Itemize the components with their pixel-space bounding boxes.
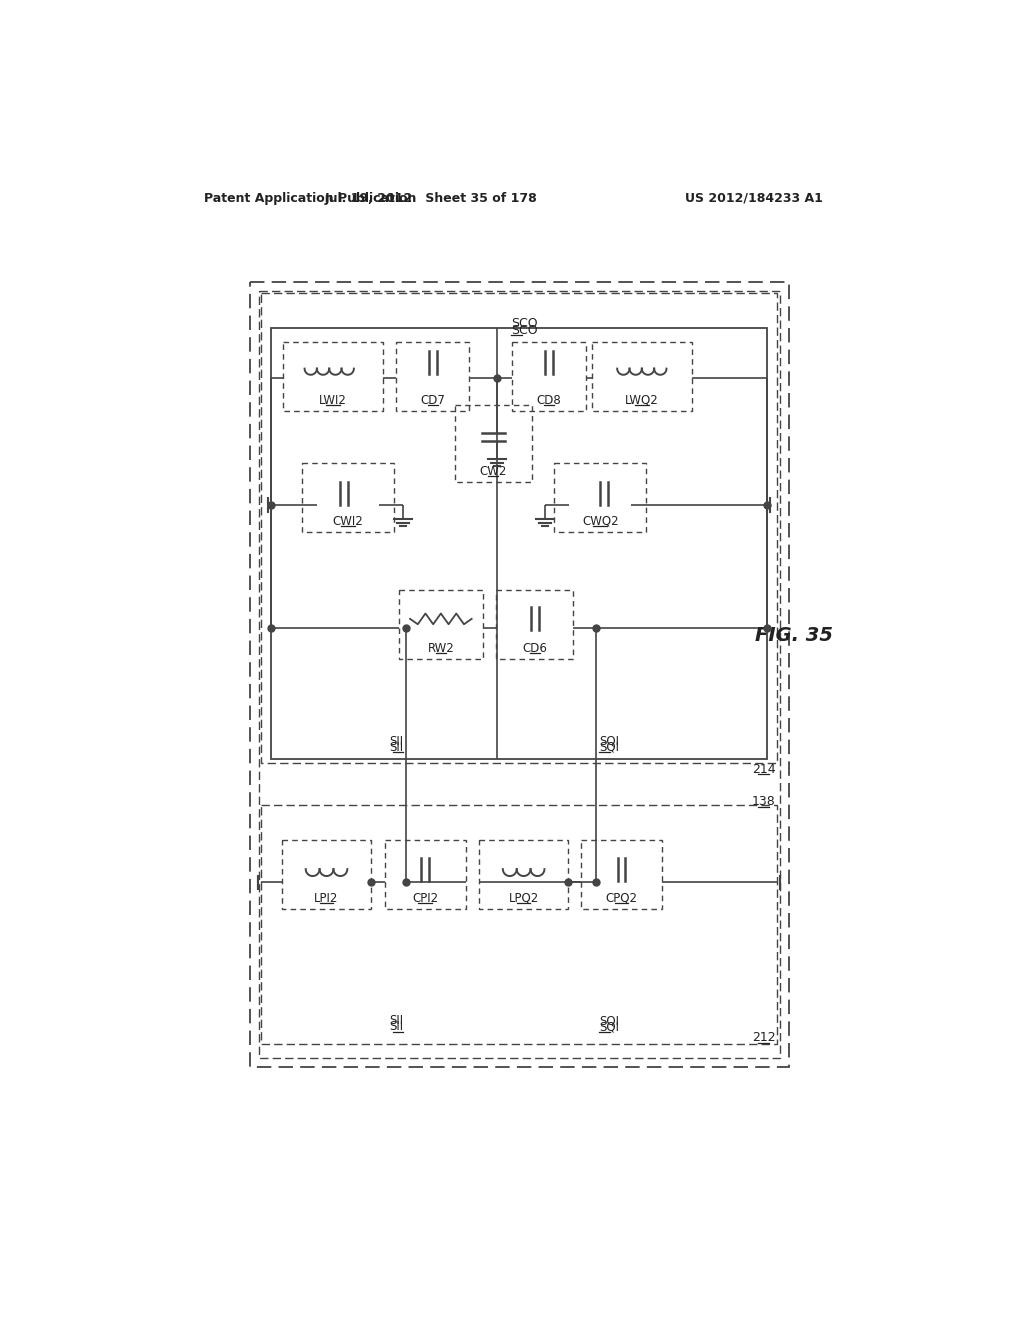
Text: CD8: CD8 <box>537 393 561 407</box>
Text: CPI2: CPI2 <box>412 892 438 906</box>
Text: LPI2: LPI2 <box>314 892 339 906</box>
Text: 214: 214 <box>752 763 775 776</box>
Text: FIG. 35: FIG. 35 <box>756 626 834 645</box>
Bar <box>261 293 777 763</box>
Text: US 2012/184233 A1: US 2012/184233 A1 <box>685 191 823 205</box>
Text: CD6: CD6 <box>522 642 547 655</box>
Text: SQI: SQI <box>599 1014 620 1027</box>
Bar <box>592 342 692 411</box>
Text: SCO: SCO <box>511 317 538 330</box>
Text: SII: SII <box>389 1020 403 1034</box>
Bar <box>479 840 568 909</box>
Text: CW2: CW2 <box>479 465 507 478</box>
Bar <box>271 327 767 759</box>
Bar <box>301 462 394 532</box>
Bar <box>385 840 466 909</box>
Text: CWI2: CWI2 <box>333 515 364 528</box>
Text: SCO: SCO <box>511 323 538 337</box>
Text: LWQ2: LWQ2 <box>625 393 658 407</box>
Bar <box>512 342 586 411</box>
Text: 138: 138 <box>752 795 775 808</box>
Text: CPQ2: CPQ2 <box>605 892 637 906</box>
Text: SQI: SQI <box>599 1020 620 1034</box>
Bar <box>497 590 573 659</box>
Text: SII: SII <box>389 1014 403 1027</box>
Text: SII: SII <box>389 735 403 748</box>
Bar <box>455 405 531 482</box>
Bar <box>259 290 779 1057</box>
Text: RW2: RW2 <box>427 642 455 655</box>
Text: SQI: SQI <box>599 741 620 754</box>
Bar <box>261 805 777 1044</box>
Text: SQI: SQI <box>599 735 620 748</box>
Text: Patent Application Publication: Patent Application Publication <box>204 191 416 205</box>
Bar <box>396 342 469 411</box>
Text: LWI2: LWI2 <box>319 393 347 407</box>
Text: LPQ2: LPQ2 <box>509 892 539 906</box>
Bar <box>554 462 646 532</box>
Bar <box>398 590 483 659</box>
Text: 212: 212 <box>752 1031 775 1044</box>
Text: CWQ2: CWQ2 <box>582 515 618 528</box>
Bar <box>250 281 788 1067</box>
Text: CD7: CD7 <box>420 393 445 407</box>
Text: SII: SII <box>389 741 403 754</box>
Bar <box>581 840 662 909</box>
Bar <box>283 342 383 411</box>
Bar <box>283 840 371 909</box>
Text: Jul. 19, 2012   Sheet 35 of 178: Jul. 19, 2012 Sheet 35 of 178 <box>325 191 538 205</box>
